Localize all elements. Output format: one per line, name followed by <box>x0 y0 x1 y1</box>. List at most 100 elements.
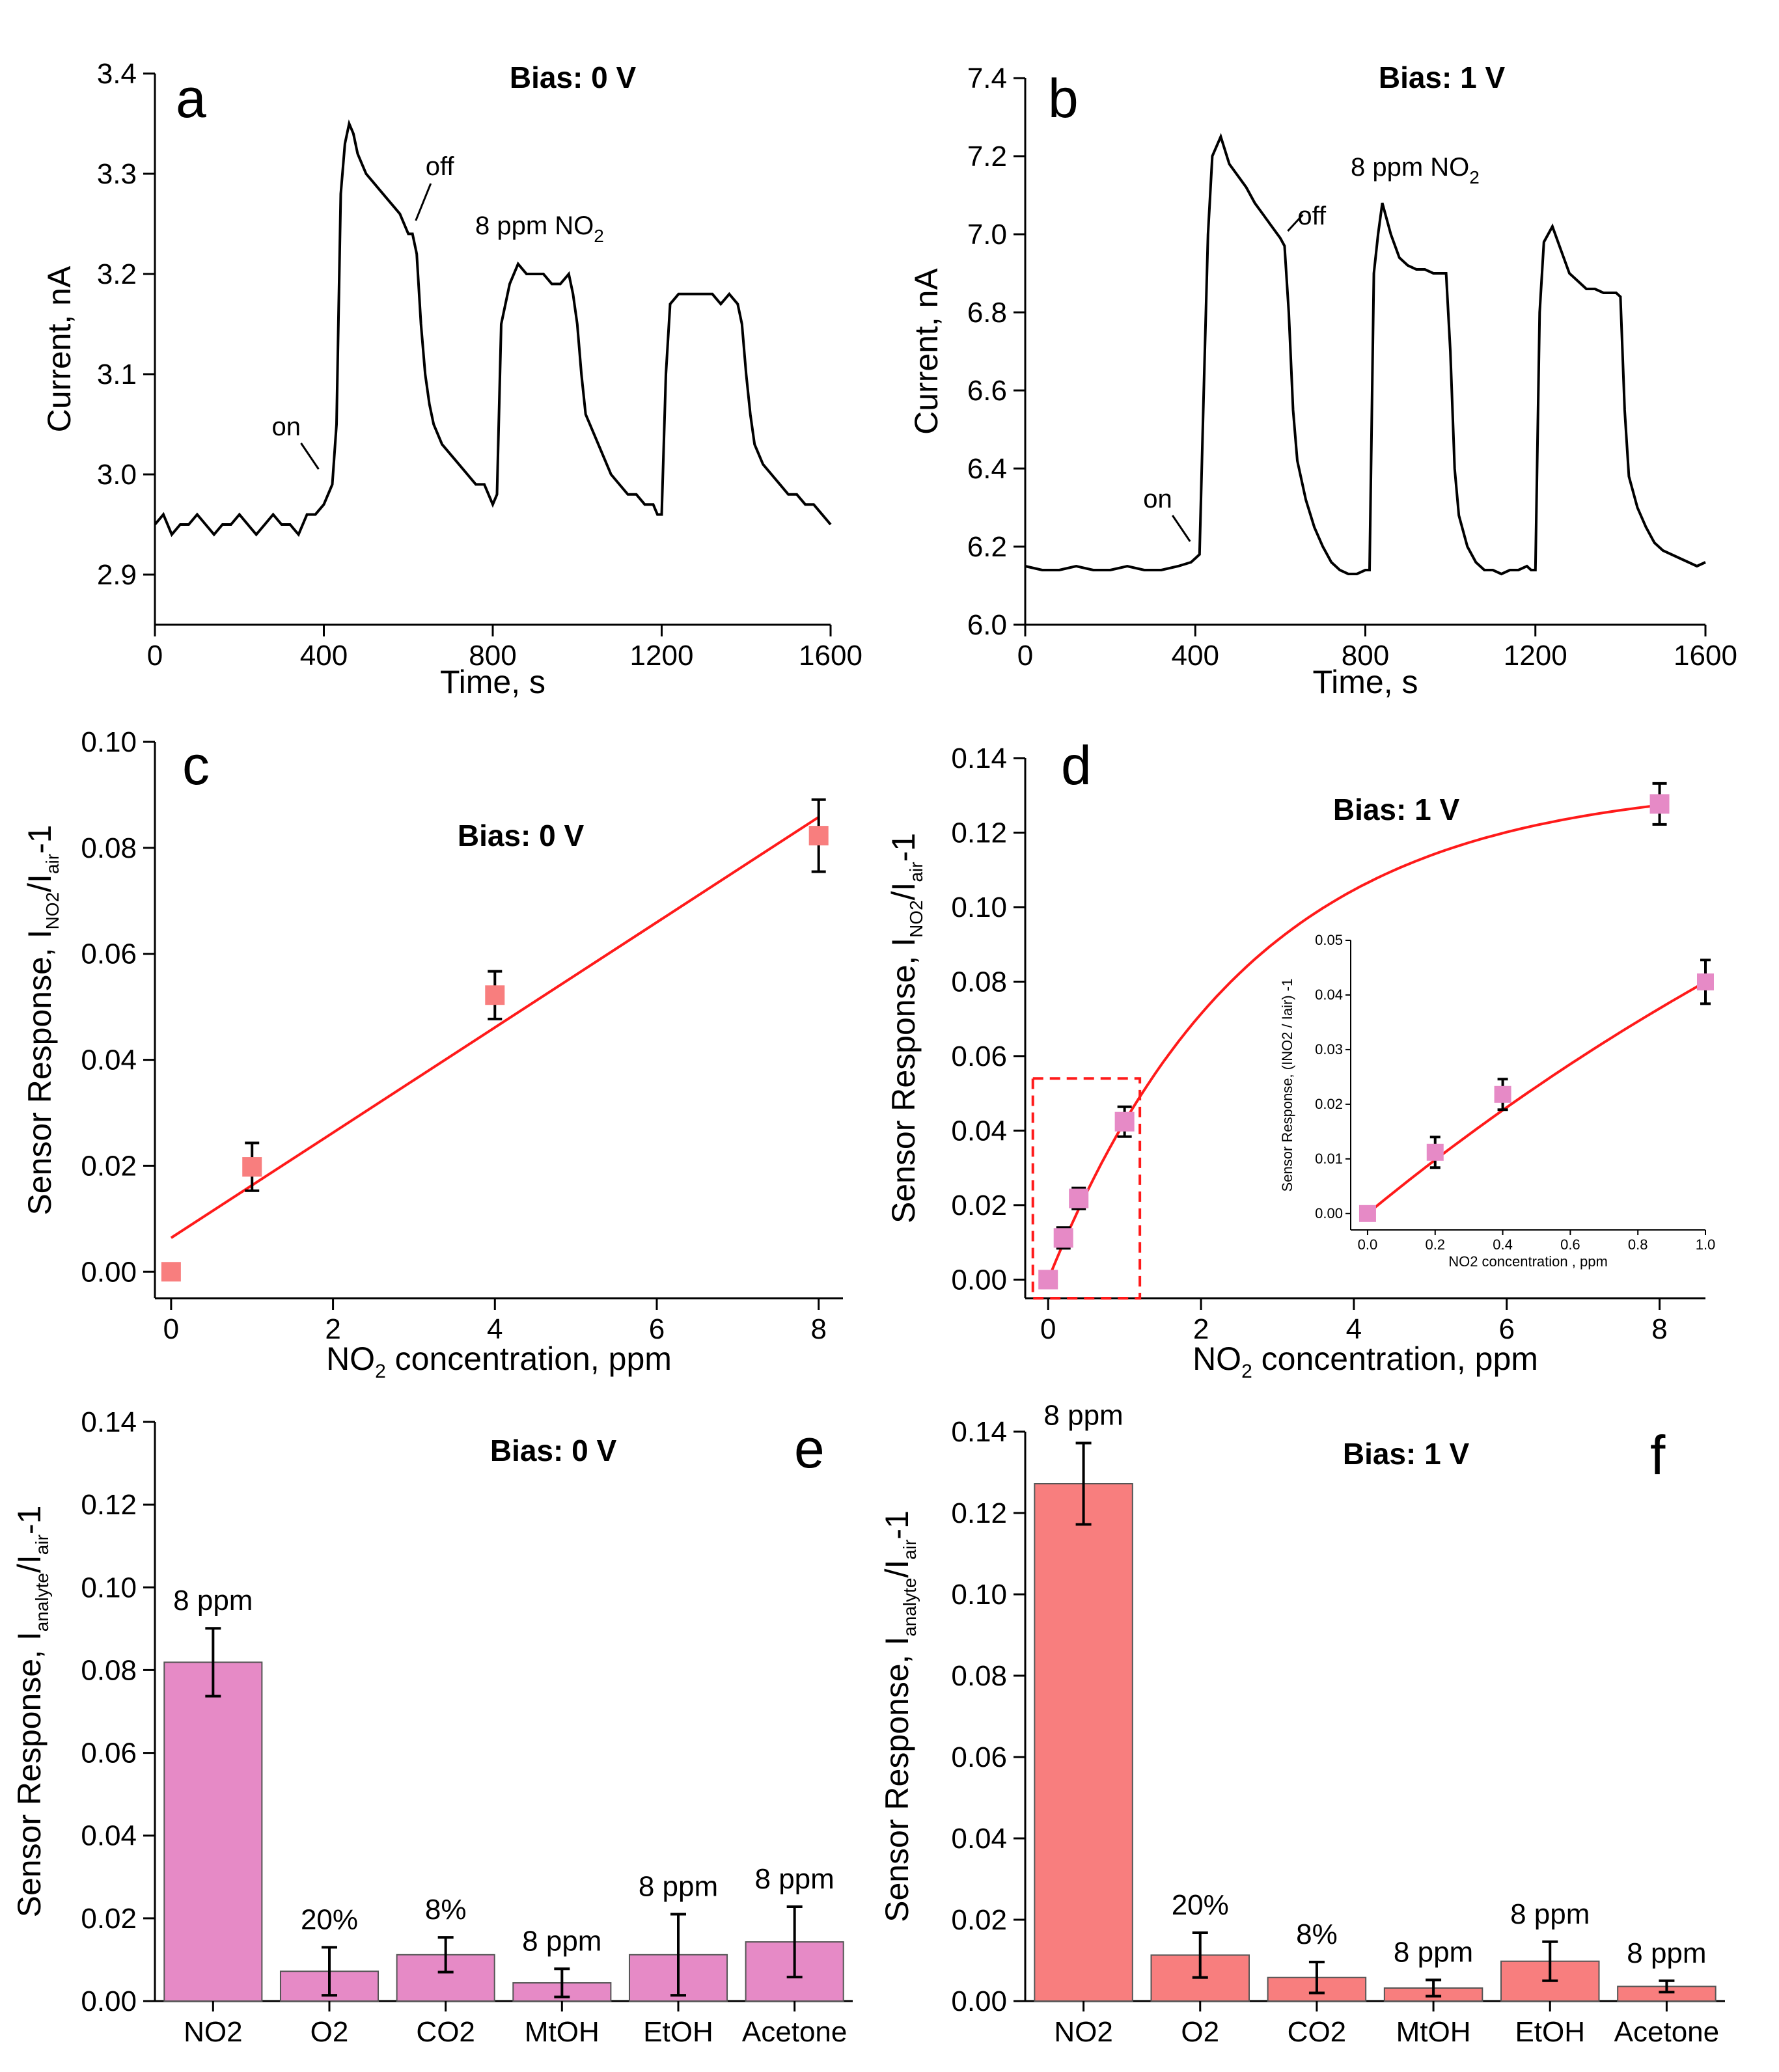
y-tick-label: 0.08 <box>81 1654 137 1686</box>
x-tick-label: Acetone <box>742 2016 847 2048</box>
current-trace <box>1025 133 1706 576</box>
y-axis-label-sub: analyte <box>32 1573 52 1631</box>
bar-annotation: 20% <box>1172 1889 1229 1921</box>
annotation-subscript: 2 <box>1469 167 1480 187</box>
y-tick-label: 0.00 <box>951 1264 1007 1296</box>
inset-x-tick-label: 0.2 <box>1425 1236 1445 1253</box>
y-axis-label-sub: analyte <box>900 1577 920 1636</box>
y-axis-label-main: Sensor Response, I <box>21 929 58 1215</box>
panel-letter: a <box>176 68 206 129</box>
x-tick-label: 800 <box>469 640 516 672</box>
inset-y-tick-label: 0.04 <box>1315 987 1343 1003</box>
y-tick-label: 0.06 <box>81 1738 137 1769</box>
data-point <box>1038 1270 1058 1290</box>
x-tick-label: 4 <box>1346 1313 1362 1345</box>
inset-y-tick-label: 0.01 <box>1315 1151 1343 1167</box>
inset-y-axis-label: Sensor Response, (INO2 / Iair) -1 <box>1279 979 1295 1192</box>
inset-plot: 0.0 0.2 0.4 0.6 0.8 1.0 0.00 0.01 0.02 0.03 0.04 0.… <box>1279 927 1725 1282</box>
y-tick-label: 0.04 <box>81 1820 137 1852</box>
x-tick-label: 400 <box>1172 640 1219 672</box>
y-axis-label-sub: air <box>906 862 926 882</box>
data-point <box>161 1262 181 1282</box>
bar-annotation: 20% <box>301 1903 358 1935</box>
x-tick-label: NO2 <box>1054 2016 1112 2048</box>
y-tick-label: 3.3 <box>97 158 137 190</box>
annotation-text: 8 ppm NO <box>1351 153 1469 182</box>
annotation-on: on <box>272 413 301 441</box>
y-tick-label: 7.4 <box>967 62 1007 94</box>
bar-no2 <box>163 1661 263 2002</box>
y-axis-label: Sensor Response, Ianalyte/Iair-1 <box>11 1506 52 1918</box>
bias-label: Bias: 1 V <box>1379 61 1506 94</box>
y-tick-label: 0.02 <box>81 1903 137 1935</box>
inset-fit-curve <box>1366 981 1706 1215</box>
y-axis-label: Sensor Response, INO2/Iair-1 <box>21 825 62 1215</box>
y-axis-label-sub: air <box>900 1540 920 1560</box>
y-axis-label-main: Sensor Response, I <box>885 938 922 1223</box>
y-tick-label: 0.10 <box>81 726 137 758</box>
y-tick-label: 6.4 <box>967 453 1007 485</box>
bar-annotation: 8 ppm <box>639 1871 718 1903</box>
x-tick-label: 8 <box>810 1313 826 1345</box>
x-axis-label: Time, s <box>440 664 545 700</box>
x-tick-label: 4 <box>487 1313 503 1345</box>
panel-e: 0.00 0.02 0.04 0.06 0.08 0.10 0.12 0.14 Sensor R… <box>11 1406 853 2048</box>
y-axis-label: Sensor Response, Ianalyte/Iair-1 <box>879 1510 920 1922</box>
x-tick-label: 1600 <box>799 640 862 672</box>
x-tick-label: 2 <box>325 1313 340 1345</box>
x-axis-label-rest: concentration, ppm <box>386 1341 672 1377</box>
x-tick-label: O2 <box>310 2016 349 2048</box>
y-tick-label: 0.04 <box>951 1823 1007 1855</box>
x-tick-label: 0 <box>147 640 163 672</box>
x-tick-label: MtOH <box>1396 2016 1471 2048</box>
annotation-subscript: 2 <box>594 226 604 246</box>
inset-x-tick-label: 0.8 <box>1628 1236 1648 1253</box>
y-tick-label: 6.6 <box>967 375 1007 407</box>
x-tick-label: 1600 <box>1674 640 1737 672</box>
x-tick-label: 0 <box>163 1313 179 1345</box>
y-tick-label: 3.4 <box>97 58 137 90</box>
y-tick-label: 0.14 <box>951 1416 1007 1448</box>
x-tick-label: 6 <box>1498 1313 1514 1345</box>
y-tick-label: 0.12 <box>951 817 1007 849</box>
inset-x-tick-label: 0.0 <box>1358 1236 1378 1253</box>
inset-x-tick-label: 0.4 <box>1493 1236 1513 1253</box>
bias-label: Bias: 1 V <box>1343 1437 1470 1471</box>
annotation-concentration: 8 ppm NO2 <box>1351 153 1480 187</box>
annotation-arrow <box>1287 213 1304 232</box>
inset-data-point <box>1426 1143 1444 1161</box>
y-tick-label: 0.00 <box>951 1985 1007 2017</box>
y-tick-label: 7.0 <box>967 219 1007 251</box>
data-point <box>1053 1228 1073 1248</box>
x-tick-label: CO2 <box>416 2016 475 2048</box>
data-point <box>485 985 505 1005</box>
y-tick-label: 2.9 <box>97 559 137 591</box>
y-tick-label: 0.02 <box>951 1904 1007 1936</box>
x-tick-label: EtOH <box>643 2016 713 2048</box>
y-tick-label: 0.08 <box>81 832 137 864</box>
y-axis-label-sub: NO2 <box>906 900 926 938</box>
y-tick-label: 0.06 <box>81 938 137 970</box>
panel-letter: f <box>1650 1424 1666 1486</box>
bar-annotation: 8 ppm <box>173 1585 253 1616</box>
inset-y-tick-label: 0.00 <box>1315 1205 1343 1221</box>
data-point <box>1069 1188 1089 1208</box>
annotation-arrow <box>300 443 320 470</box>
y-axis-label-tail: -1 <box>879 1510 915 1539</box>
bar-annotation: 8% <box>425 1894 467 1926</box>
bias-label: Bias: 1 V <box>1333 793 1460 826</box>
y-tick-label: 3.0 <box>97 459 137 491</box>
y-tick-label: 0.12 <box>951 1497 1007 1529</box>
y-axis-label-tail: -1 <box>21 825 58 853</box>
annotation-off: off <box>426 152 455 181</box>
x-axis-label-sub: 2 <box>375 1361 386 1382</box>
data-point <box>1649 794 1670 814</box>
fit-line <box>170 815 820 1239</box>
inset-data-point <box>1494 1085 1511 1103</box>
bar-annotation: 8 ppm <box>522 1925 601 1957</box>
y-tick-label: 3.2 <box>97 258 137 290</box>
x-tick-label: 8 <box>1651 1313 1667 1345</box>
annotation-text: 8 ppm NO <box>475 211 594 240</box>
current-trace <box>154 119 832 538</box>
y-axis-label-slash: /I <box>21 874 58 892</box>
